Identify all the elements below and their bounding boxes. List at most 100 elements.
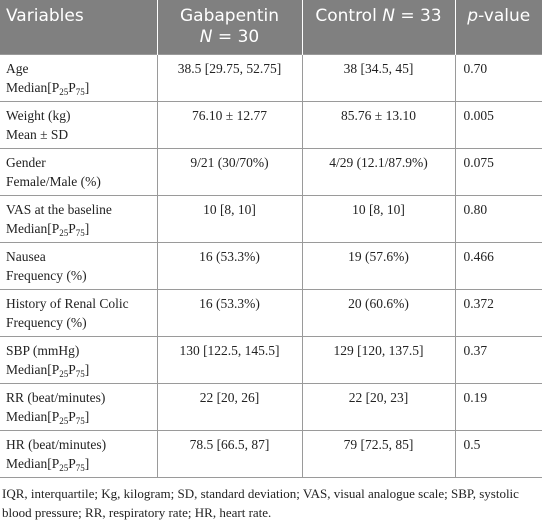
statistic-text: Median[P <box>6 409 60 424</box>
variable-cell: Weight (kg) Mean ± SD <box>0 101 158 149</box>
control-cell: 20 (60.6%) <box>301 289 456 337</box>
p-value-cell: 0.372 <box>454 289 542 337</box>
table-row: VAS at the baseline Median[P25P75] 10 [8, … <box>0 195 542 243</box>
p-value-cell: 0.005 <box>454 101 542 149</box>
variable-name: HR (beat/minutes) <box>6 437 107 452</box>
control-cell: 4/29 (12.1/87.9%) <box>301 148 456 196</box>
variable-name: Gender <box>6 155 46 170</box>
table-row: Age Median[P25P75] 38.5 [29.75, 52.75] 38 [… <box>0 54 542 102</box>
statistic-text: Median[P <box>6 221 60 236</box>
gabapentin-cell: 16 (53.3%) <box>156 289 303 337</box>
gabapentin-cell: 130 [122.5, 145.5] <box>156 336 303 384</box>
variable-cell: VAS at the baseline Median[P25P75] <box>0 195 158 243</box>
control-cell: 10 [8, 10] <box>301 195 456 243</box>
statistic-text: Median[P <box>6 362 60 377</box>
statistic-text: ] <box>84 409 90 424</box>
p-value-cell: 0.80 <box>454 195 542 243</box>
variable-cell: Nausea Frequency (%) <box>0 242 158 290</box>
statistic-text: Mean ± SD <box>6 127 69 142</box>
header-text: N <box>199 27 213 47</box>
header-text: Gabapentin <box>180 6 279 26</box>
statistic-text: 25 <box>59 87 69 97</box>
statistic-text: ] <box>84 456 90 471</box>
table-body: Age Median[P25P75] 38.5 [29.75, 52.75] 38 [… <box>0 54 542 478</box>
p-value-cell: 0.37 <box>454 336 542 384</box>
statistic-text: Female/Male (%) <box>6 174 101 189</box>
control-cell: 85.76 ± 13.10 <box>301 101 456 149</box>
footnote: IQR, interquartile; Kg, kilogram; SD, st… <box>2 486 519 520</box>
variable-cell: History of Renal Colic Frequency (%) <box>0 289 158 337</box>
control-cell: 79 [72.5, 85] <box>301 430 456 478</box>
variable-cell: Gender Female/Male (%) <box>0 148 158 196</box>
header-cell: p-value <box>455 0 542 55</box>
table-row: Weight (kg) Mean ± SD 76.10 ± 12.77 85.76 ±… <box>0 101 542 149</box>
header-cell: Control N = 33 <box>302 0 456 55</box>
gabapentin-cell: 76.10 ± 12.77 <box>156 101 303 149</box>
header-text: = 33 <box>394 6 442 26</box>
statistic-text: ] <box>84 80 90 95</box>
header-text: N <box>382 6 395 26</box>
statistic-text: 75 <box>75 87 85 97</box>
statistic-text: ] <box>84 221 90 236</box>
gabapentin-cell: 38.5 [29.75, 52.75] <box>156 54 303 102</box>
control-cell: 129 [120, 137.5] <box>301 336 456 384</box>
header-text: Control <box>315 6 383 26</box>
variable-name: Weight (kg) <box>6 108 71 123</box>
statistic-text: Median[P <box>6 80 60 95</box>
statistic-text: 75 <box>75 369 85 379</box>
statistic-text: 75 <box>75 463 85 473</box>
table-row: RR (beat/minutes) Median[P25P75] 22 [20, 2… <box>0 383 542 431</box>
variable-name: History of Renal Colic <box>6 296 129 311</box>
statistic-text: 25 <box>59 369 69 379</box>
statistic-text: Frequency (%) <box>6 315 87 330</box>
p-value-cell: 0.466 <box>454 242 542 290</box>
statistic-text: P <box>68 80 76 95</box>
header-row: Variables Gabapentin N = 30 Control N = 3… <box>0 0 542 55</box>
variable-name: RR (beat/minutes) <box>6 390 106 405</box>
variable-name: Age <box>6 61 29 76</box>
statistic-text: P <box>68 362 76 377</box>
table-row: SBP (mmHg) Median[P25P75] 130 [122.5, 145.… <box>0 336 542 384</box>
control-cell: 38 [34.5, 45] <box>301 54 456 102</box>
statistic-text: 75 <box>75 228 85 238</box>
statistic-text: 25 <box>59 463 69 473</box>
statistic-text: P <box>68 456 76 471</box>
gabapentin-cell: 10 [8, 10] <box>156 195 303 243</box>
statistic-text: Frequency (%) <box>6 268 87 283</box>
gabapentin-cell: 78.5 [66.5, 87] <box>156 430 303 478</box>
variable-name: VAS at the baseline <box>6 202 112 217</box>
header-text: = 30 <box>212 27 260 47</box>
p-value-cell: 0.70 <box>454 54 542 102</box>
variable-cell: RR (beat/minutes) Median[P25P75] <box>0 383 158 431</box>
variable-name: Nausea <box>6 249 46 264</box>
variable-cell: HR (beat/minutes) Median[P25P75] <box>0 430 158 478</box>
header-text: p <box>467 6 479 26</box>
header-cell: Variables <box>0 0 158 55</box>
variable-cell: Age Median[P25P75] <box>0 54 158 102</box>
variable-name: SBP (mmHg) <box>6 343 80 358</box>
statistic-text: Median[P <box>6 456 60 471</box>
gabapentin-cell: 9/21 (30/70%) <box>156 148 303 196</box>
control-cell: 22 [20, 23] <box>301 383 456 431</box>
table-row: HR (beat/minutes) Median[P25P75] 78.5 [66.… <box>0 430 542 478</box>
statistic-text: ] <box>84 362 90 377</box>
statistic-text: P <box>68 409 76 424</box>
table-row: Gender Female/Male (%) 9/21 (30/70%) 4/29 (… <box>0 148 542 196</box>
statistic-text: P <box>68 221 76 236</box>
control-cell: 19 (57.6%) <box>301 242 456 290</box>
header-cell: Gabapentin N = 30 <box>157 0 303 55</box>
statistic-text: 75 <box>75 416 85 426</box>
p-value-cell: 0.075 <box>454 148 542 196</box>
variable-cell: SBP (mmHg) Median[P25P75] <box>0 336 158 384</box>
statistic-text: 25 <box>59 228 69 238</box>
gabapentin-cell: 16 (53.3%) <box>156 242 303 290</box>
p-value-cell: 0.19 <box>454 383 542 431</box>
header-text: -value <box>478 6 531 26</box>
table-row: Nausea Frequency (%) 16 (53.3%) 19 (57.6%) 0… <box>0 242 542 290</box>
data-table: Variables Gabapentin N = 30 Control N = 3… <box>0 0 542 478</box>
table-row: History of Renal Colic Frequency (%) 16 (5… <box>0 289 542 337</box>
gabapentin-cell: 22 [20, 26] <box>156 383 303 431</box>
p-value-cell: 0.5 <box>454 430 542 478</box>
statistic-text: 25 <box>59 416 69 426</box>
